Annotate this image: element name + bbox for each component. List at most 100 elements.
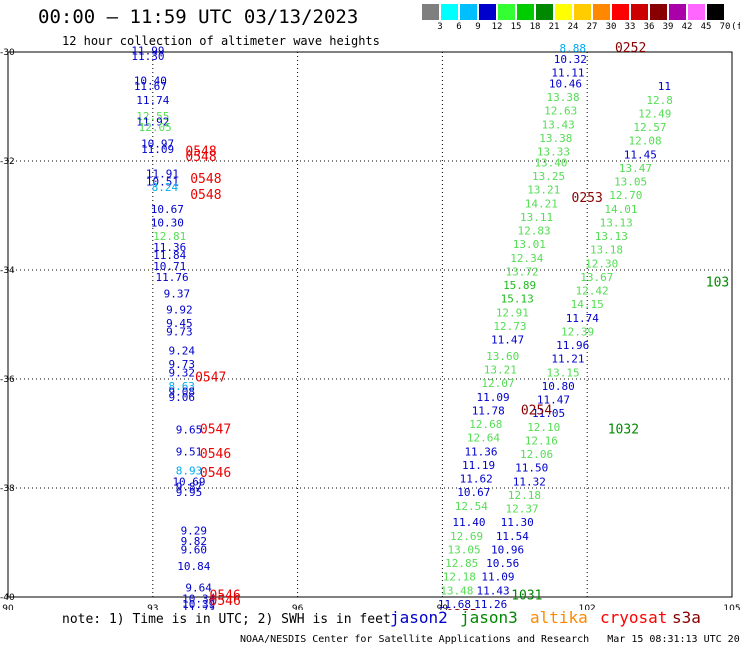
wave-height-value: 11.47 <box>491 334 524 347</box>
x-tick-label: 102 <box>579 604 596 610</box>
wave-height-value: 13.72 <box>505 265 538 278</box>
wave-height-value: 12.68 <box>469 418 502 431</box>
wave-height-value: 9.32 <box>169 366 196 379</box>
wave-height-value: 12.10 <box>527 421 560 434</box>
wave-height-value: 12.55 <box>136 110 169 123</box>
legend-label: 42 <box>681 22 693 32</box>
legend-label: 12 <box>491 22 503 32</box>
legend-swatch <box>650 4 667 20</box>
wave-height-value: 10.46 <box>549 77 582 90</box>
wave-height-value: 11.45 <box>624 148 657 161</box>
wave-height-value: 11.62 <box>460 473 493 486</box>
wave-height-value: 11.09 <box>481 571 514 584</box>
y-tick-label: -32 <box>0 157 15 167</box>
wave-height-value: 9.92 <box>166 304 193 317</box>
wave-height-value: 13.40 <box>534 156 567 169</box>
y-tick-label: -36 <box>0 375 15 385</box>
legend-swatch <box>669 4 686 20</box>
x-tick-label: 93 <box>147 604 158 610</box>
wave-height-value: 11.21 <box>551 353 584 366</box>
wave-height-value: 12.06 <box>520 448 553 461</box>
wave-height-value: 9.73 <box>169 358 196 371</box>
timestamp-text: Mar 15 08:31:13 UTC 2023 <box>607 634 740 645</box>
wave-height-value: 12.05 <box>139 121 172 134</box>
pass-time-label: 0548 <box>190 172 221 187</box>
wave-height-value: 11.11 <box>551 67 584 80</box>
wave-height-value: 9.60 <box>181 543 208 556</box>
wave-height-value: 12.07 <box>481 377 514 390</box>
pass-time-label: 1031 <box>511 589 542 604</box>
satellite-label: jason3 <box>460 608 518 627</box>
wave-height-value: 11.47 <box>537 394 570 407</box>
y-tick-label: -34 <box>0 266 15 276</box>
legend-swatch <box>517 4 534 20</box>
wave-height-value: 15.89 <box>503 279 536 292</box>
legend-swatch <box>555 4 572 20</box>
legend-label: 30 <box>605 22 617 32</box>
wave-height-value: 12.81 <box>153 230 186 243</box>
wave-height-value: 11.26 <box>474 598 507 610</box>
wave-height-value: 10.96 <box>491 543 524 556</box>
wave-height-value: 10.97 <box>141 137 174 150</box>
wave-height-value: 12.34 <box>510 252 543 265</box>
pass-time-label: 0254 <box>521 403 552 418</box>
pass-time-label: 0548 <box>185 150 216 165</box>
wave-height-value: 8.93 <box>176 464 203 477</box>
wave-height-value: 12.91 <box>496 306 529 319</box>
wave-height-value: 9.87 <box>176 481 203 494</box>
plot-frame <box>7 51 733 598</box>
x-tick-label: 105 <box>723 604 740 610</box>
wave-height-value: 10.67 <box>457 486 490 499</box>
legend-swatch <box>498 4 515 20</box>
wave-height-value: 11.74 <box>566 312 599 325</box>
wave-height-value: 11.74 <box>136 94 169 107</box>
satellite-label: cryosat <box>600 608 668 627</box>
wave-height-value: 13.25 <box>532 170 565 183</box>
wave-height-value: 9.95 <box>176 486 203 499</box>
wave-height-value: 11.05 <box>532 407 565 420</box>
wave-height-value: 11.36 <box>464 445 497 458</box>
y-tick-label: -40 <box>0 593 15 603</box>
legend-swatch <box>688 4 705 20</box>
wave-height-value: 10.39 <box>182 598 215 610</box>
wave-height-value: 9.24 <box>169 344 196 357</box>
wave-height-value: 11.96 <box>556 339 589 352</box>
wave-height-value: 13.38 <box>539 132 572 145</box>
wave-height-value: 9.37 <box>164 287 191 300</box>
legend-swatch <box>631 4 648 20</box>
wave-height-value: 10.32 <box>554 53 587 66</box>
wave-height-value: 10.80 <box>542 380 575 393</box>
wave-height-value: 13.60 <box>486 350 519 363</box>
legend-swatch <box>593 4 610 20</box>
legend-label: 36 <box>643 22 655 32</box>
wave-height-value: 12.83 <box>518 225 551 238</box>
wave-height-value: 11.54 <box>496 530 529 543</box>
chart-subtitle: 12 hour collection of altimeter wave hei… <box>62 34 380 48</box>
wave-height-value: 11.30 <box>131 50 164 63</box>
legend-label: 39 <box>662 22 674 32</box>
wave-height-value: 15.13 <box>501 293 534 306</box>
wave-height-value: 12.16 <box>525 434 558 447</box>
wave-height-value: 11.36 <box>153 241 186 254</box>
wave-height-value: 10.84 <box>177 560 210 573</box>
legend-swatch <box>574 4 591 20</box>
legend-label: 9 <box>475 22 481 32</box>
wave-height-value: 10.71 <box>153 260 186 273</box>
wave-height-value: 9.06 <box>169 391 196 404</box>
wave-height-value: 10.69 <box>172 475 205 488</box>
wave-height-value: 12.54 <box>455 500 488 513</box>
legend-label: 18 <box>529 22 541 32</box>
wave-height-value: 10.34 <box>182 592 215 605</box>
chart-title: 00:00 – 11:59 UTC 03/13/2023 <box>38 6 359 28</box>
wave-height-value: 13.05 <box>614 176 647 189</box>
pass-time-label: 0547 <box>195 371 226 386</box>
wave-height-value: 9.45 <box>166 317 193 330</box>
wave-height-value: 9.29 <box>181 524 208 537</box>
wave-height-value: 11.30 <box>501 516 534 529</box>
pass-time-label: 0253 <box>572 191 603 206</box>
wave-height-value: 12.39 <box>561 325 594 338</box>
wave-height-value: 12.69 <box>450 530 483 543</box>
wave-height-value: 11.73 <box>182 603 215 610</box>
wave-height-value: 13.05 <box>448 543 481 556</box>
wave-height-value: 8.88 <box>559 42 586 55</box>
